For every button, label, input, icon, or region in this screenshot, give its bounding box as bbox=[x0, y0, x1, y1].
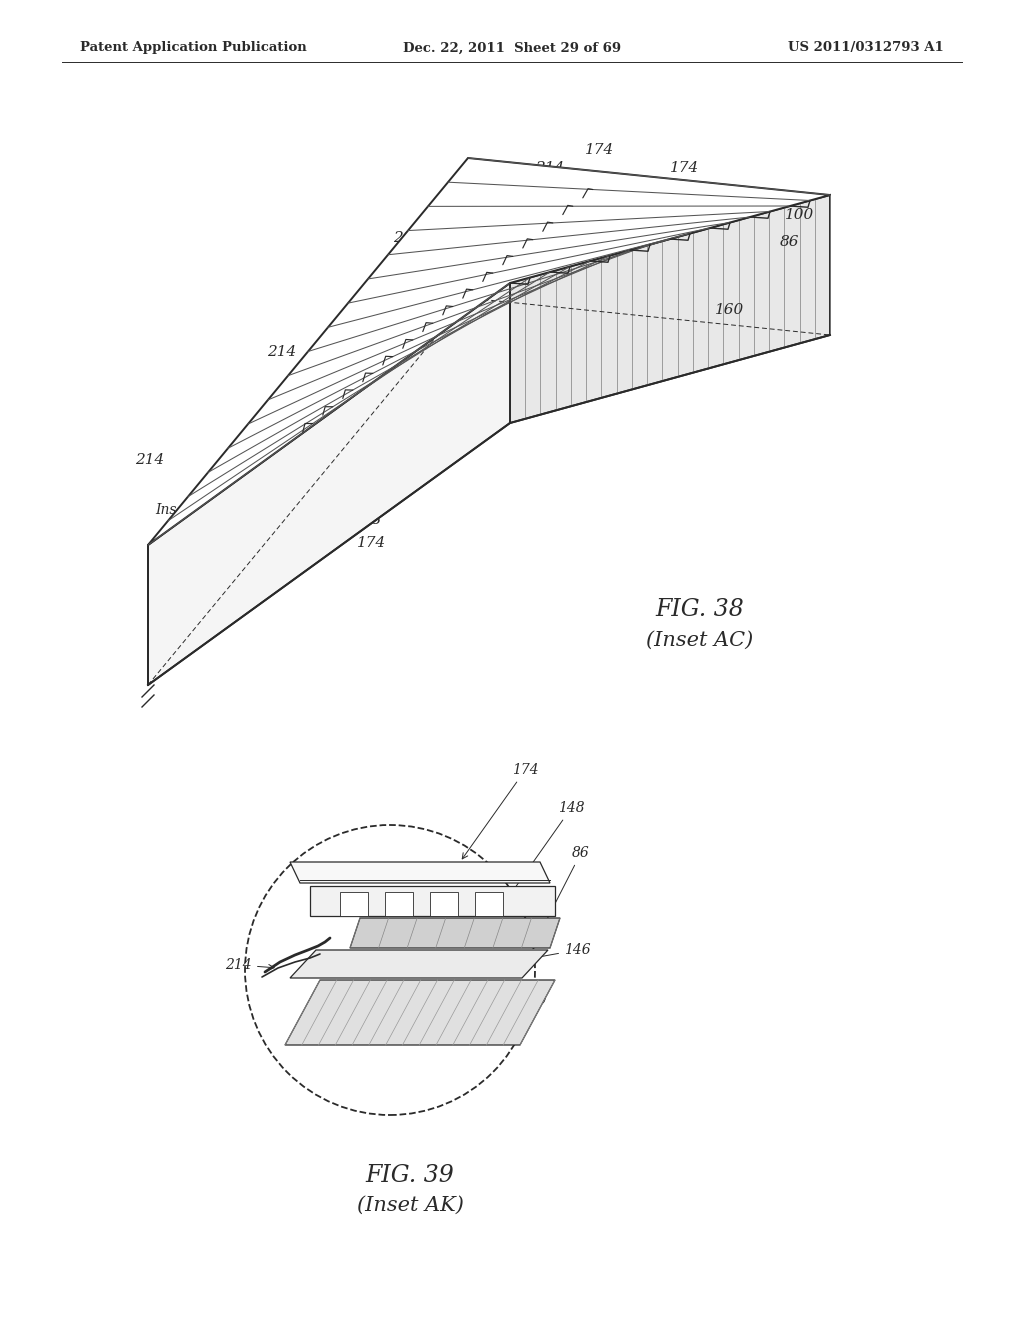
Polygon shape bbox=[310, 886, 555, 916]
Text: Patent Application Publication: Patent Application Publication bbox=[80, 41, 307, 54]
Text: US 2011/0312793 A1: US 2011/0312793 A1 bbox=[788, 41, 944, 54]
Text: FIG. 38: FIG. 38 bbox=[655, 598, 744, 622]
Text: 174: 174 bbox=[462, 763, 539, 859]
Text: Inset AK: Inset AK bbox=[155, 503, 328, 529]
Text: 86: 86 bbox=[780, 235, 800, 249]
Text: 146: 146 bbox=[504, 942, 591, 965]
Text: 174: 174 bbox=[671, 161, 699, 176]
Text: 214: 214 bbox=[393, 231, 423, 246]
Polygon shape bbox=[475, 892, 503, 916]
Polygon shape bbox=[350, 917, 560, 948]
Text: 148: 148 bbox=[507, 801, 585, 899]
Polygon shape bbox=[148, 282, 510, 685]
Text: (Inset AK): (Inset AK) bbox=[356, 1196, 464, 1214]
Polygon shape bbox=[290, 950, 548, 978]
Polygon shape bbox=[290, 862, 550, 883]
Text: 214: 214 bbox=[536, 161, 564, 176]
Text: Dec. 22, 2011  Sheet 29 of 69: Dec. 22, 2011 Sheet 29 of 69 bbox=[402, 41, 622, 54]
Text: FIG. 39: FIG. 39 bbox=[366, 1163, 455, 1187]
Text: 214: 214 bbox=[135, 453, 165, 467]
Polygon shape bbox=[385, 892, 413, 916]
Text: 174: 174 bbox=[357, 536, 387, 550]
Text: 100: 100 bbox=[785, 209, 815, 222]
Text: 100: 100 bbox=[454, 993, 547, 1016]
Text: (Inset AC): (Inset AC) bbox=[646, 631, 754, 649]
Text: 146: 146 bbox=[293, 536, 323, 550]
Text: 214: 214 bbox=[225, 958, 274, 972]
Polygon shape bbox=[285, 979, 555, 1045]
Text: ~84~: ~84~ bbox=[206, 553, 251, 568]
Polygon shape bbox=[510, 195, 830, 422]
Text: 86: 86 bbox=[542, 846, 590, 929]
Text: 148: 148 bbox=[353, 513, 383, 527]
Polygon shape bbox=[430, 892, 458, 916]
Text: 214: 214 bbox=[267, 345, 297, 359]
Polygon shape bbox=[148, 158, 830, 545]
Text: 160: 160 bbox=[716, 304, 744, 317]
Text: 174: 174 bbox=[586, 143, 614, 157]
Polygon shape bbox=[340, 892, 368, 916]
